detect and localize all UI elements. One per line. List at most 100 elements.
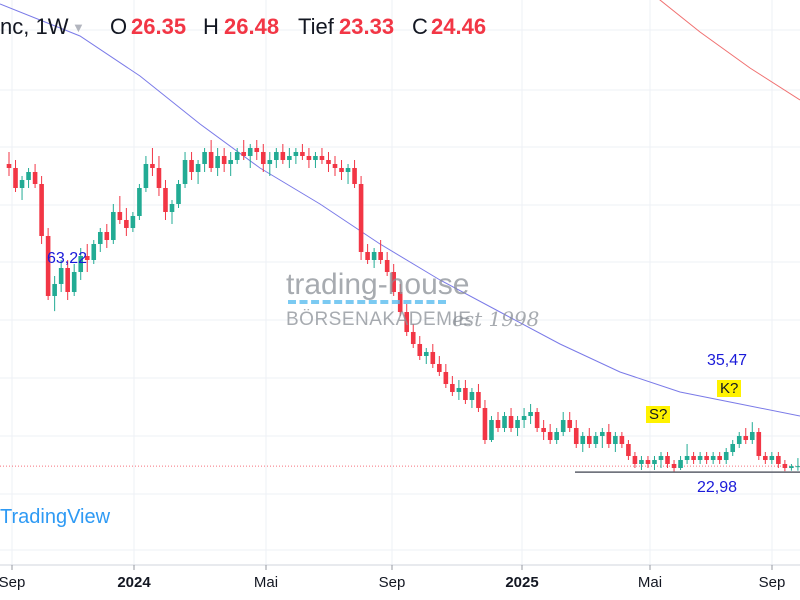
x-tick-label: 2025 bbox=[505, 574, 539, 591]
candle-body bbox=[358, 184, 364, 252]
open-label: O bbox=[110, 14, 128, 39]
low-value: 23.33 bbox=[339, 14, 395, 39]
candle-body bbox=[619, 436, 625, 444]
candle-body bbox=[365, 252, 370, 260]
tradingview-logo[interactable]: TradingView bbox=[0, 506, 111, 528]
candle-body bbox=[756, 432, 762, 456]
candle-body bbox=[463, 388, 468, 400]
candle-body bbox=[280, 152, 286, 160]
candle-body bbox=[508, 416, 514, 428]
candle-body bbox=[443, 372, 449, 384]
candle-body bbox=[6, 164, 12, 168]
candle-body bbox=[332, 164, 338, 168]
candle-body bbox=[267, 160, 273, 164]
candle-body bbox=[697, 456, 703, 460]
candle-body bbox=[313, 156, 318, 160]
candle-body bbox=[717, 456, 722, 460]
candle-body bbox=[241, 152, 247, 156]
candle-body bbox=[593, 436, 599, 444]
x-tick-label: Mai bbox=[637, 574, 663, 591]
candle-body bbox=[13, 168, 18, 188]
candle-body bbox=[567, 420, 573, 428]
candle-body bbox=[769, 456, 775, 460]
candle-body bbox=[639, 460, 644, 464]
candle-body bbox=[384, 260, 390, 272]
candle-body bbox=[684, 456, 690, 460]
candle-body bbox=[215, 156, 220, 168]
candle-body bbox=[78, 256, 84, 272]
candle-body bbox=[84, 256, 90, 260]
candle-body bbox=[782, 464, 788, 468]
candle-body bbox=[658, 456, 664, 460]
candle-body bbox=[137, 188, 142, 216]
candle-body bbox=[208, 152, 214, 168]
candle-body bbox=[156, 168, 162, 188]
candle-body bbox=[228, 160, 233, 164]
candle-body bbox=[515, 420, 520, 428]
candle-body bbox=[613, 436, 618, 444]
candle-body bbox=[671, 464, 677, 468]
open-value: 26.35 bbox=[131, 14, 187, 39]
candle-body bbox=[521, 416, 527, 420]
moving-average-red bbox=[659, 0, 800, 101]
candle-body bbox=[560, 420, 566, 432]
candle-body bbox=[339, 168, 344, 172]
candle-body bbox=[221, 156, 227, 164]
candle-body bbox=[489, 420, 494, 440]
candle-body bbox=[430, 352, 436, 364]
candle-body bbox=[476, 392, 481, 408]
candle-body bbox=[91, 244, 97, 260]
candle-body bbox=[378, 252, 383, 260]
x-tick-label: Mai bbox=[253, 574, 279, 591]
chevron-down-icon[interactable]: ▼ bbox=[72, 20, 85, 35]
candle-body bbox=[652, 460, 657, 464]
support-question-tag: S? bbox=[646, 406, 671, 423]
candle-body bbox=[111, 212, 116, 240]
candle-body bbox=[528, 412, 533, 416]
candle-body bbox=[65, 268, 70, 292]
watermark-est: est 1998 bbox=[452, 307, 540, 331]
candle-body bbox=[345, 168, 351, 172]
candle-body bbox=[124, 220, 129, 228]
resistance-question-tag: K? bbox=[717, 380, 742, 397]
candle-body bbox=[417, 344, 423, 356]
candle-body bbox=[150, 164, 155, 168]
candle-body bbox=[163, 188, 168, 212]
watermark-subtitle: BÖRSENAKADEMIE bbox=[286, 309, 472, 330]
candle-body bbox=[502, 416, 507, 428]
candle-body bbox=[606, 432, 612, 444]
candle-body bbox=[573, 428, 579, 444]
candle-body bbox=[326, 160, 331, 164]
candle-body bbox=[26, 172, 31, 180]
high-label: H bbox=[203, 14, 219, 39]
candle-body bbox=[704, 456, 709, 460]
candle-body bbox=[632, 456, 638, 464]
moving-average-blue bbox=[0, 3, 800, 417]
candle-body bbox=[306, 156, 312, 160]
candle-body bbox=[319, 156, 325, 160]
candle-body bbox=[482, 408, 488, 440]
candle-body bbox=[58, 268, 64, 284]
candle-body bbox=[352, 168, 357, 184]
support-annotation: 22,98 bbox=[697, 479, 738, 496]
candle-body bbox=[580, 436, 586, 444]
candle-body bbox=[586, 436, 592, 444]
candle-body bbox=[730, 444, 736, 452]
candle-body bbox=[32, 172, 38, 184]
watermark-title: trading-house bbox=[286, 268, 470, 301]
candle-body bbox=[547, 432, 553, 440]
candle-body bbox=[678, 460, 683, 468]
candle-body bbox=[300, 152, 305, 156]
low-label: Tief bbox=[298, 14, 334, 39]
symbol-fragment[interactable]: nc, 1W bbox=[0, 14, 69, 39]
candle-body bbox=[234, 152, 240, 160]
candle-body bbox=[450, 384, 455, 392]
candle-body bbox=[195, 164, 201, 172]
candle-body bbox=[182, 160, 188, 184]
candle-body bbox=[117, 212, 123, 220]
candle-body bbox=[260, 152, 266, 164]
candle-body bbox=[743, 436, 749, 440]
high-annotation: 35,47 bbox=[707, 352, 748, 369]
candle-body bbox=[52, 284, 57, 296]
